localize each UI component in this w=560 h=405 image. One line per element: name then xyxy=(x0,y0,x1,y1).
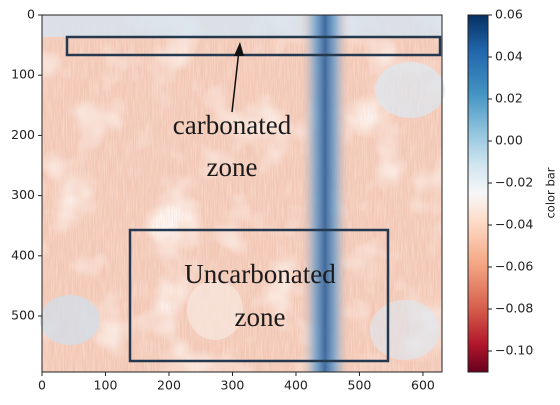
colorbar-tick-label: 0.02 xyxy=(495,91,523,106)
x-tick-label: 300 xyxy=(221,378,245,393)
colorbar-tick-label: −0.08 xyxy=(495,301,533,316)
annotation: zone xyxy=(207,152,258,182)
colorbar xyxy=(467,14,489,373)
y-tick-label: 0 xyxy=(27,7,35,22)
colorbar-tick-label: 0.04 xyxy=(495,49,523,64)
carbonated-box xyxy=(65,35,442,57)
arrow xyxy=(231,49,240,113)
x-tick-label: 600 xyxy=(411,378,435,393)
colorbar-tick-label: −0.04 xyxy=(495,217,533,232)
colorbar-tick-label: 0.00 xyxy=(495,133,523,148)
uncarbonated-box xyxy=(128,228,390,363)
annotation: Uncarbonated xyxy=(184,259,336,289)
colorbar-tick-label: 0.06 xyxy=(495,7,523,22)
colorbar-tick-label: −0.10 xyxy=(495,343,533,358)
y-tick-label: 400 xyxy=(11,247,35,262)
plot-frame xyxy=(41,14,443,373)
y-tick-label: 100 xyxy=(11,67,35,82)
y-tick-label: 500 xyxy=(11,308,35,323)
annotation: zone xyxy=(235,302,286,332)
heatmap-image xyxy=(40,15,445,372)
x-tick-label: 0 xyxy=(38,378,46,393)
x-tick-label: 200 xyxy=(157,378,181,393)
x-tick-label: 100 xyxy=(94,378,118,393)
colorbar-label: color bar xyxy=(544,167,558,218)
x-tick-label: 400 xyxy=(284,378,308,393)
colorbar-tick-label: −0.06 xyxy=(495,259,533,274)
arrow-head xyxy=(234,42,244,56)
x-tick-label: 500 xyxy=(348,378,372,393)
y-tick-label: 200 xyxy=(11,127,35,142)
annotation: carbonated xyxy=(173,110,292,140)
colorbar-tick-label: −0.02 xyxy=(495,175,533,190)
y-tick-label: 300 xyxy=(11,187,35,202)
